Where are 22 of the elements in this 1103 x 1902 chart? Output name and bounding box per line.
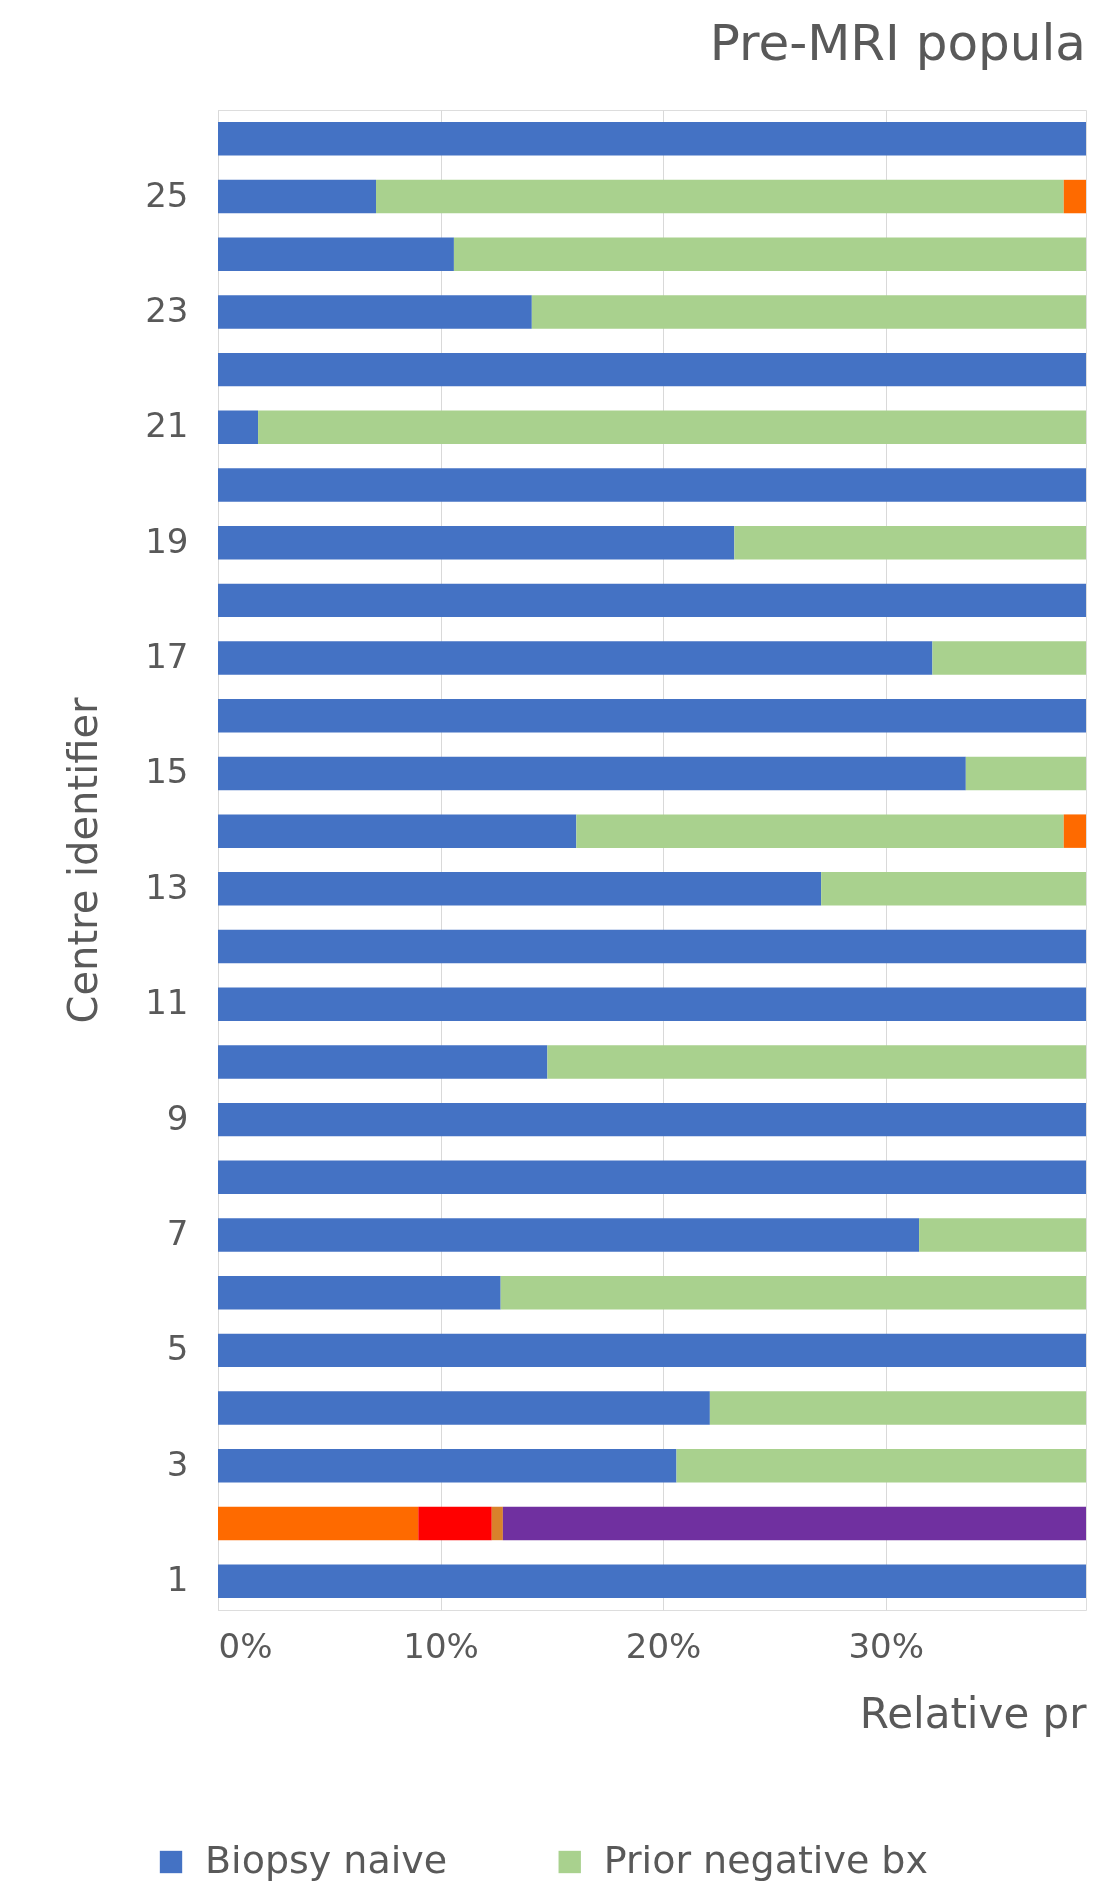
y-tick-label: 9 bbox=[166, 1097, 189, 1138]
y-tick-label: 11 bbox=[145, 982, 189, 1023]
legend-label: Prior negative bx bbox=[603, 1838, 928, 1882]
legend-label: Biopsy naive bbox=[205, 1838, 448, 1882]
y-axis-title: Centre identifier bbox=[60, 696, 107, 1024]
x-tick-label: 20% bbox=[625, 1625, 702, 1666]
y-tick-label: 15 bbox=[145, 751, 189, 792]
chart-title: Pre-MRI popula bbox=[709, 14, 1086, 72]
y-tick-label: 1 bbox=[166, 1559, 189, 1600]
y-tick-label: 7 bbox=[166, 1213, 189, 1253]
y-tick-label: 21 bbox=[145, 405, 189, 446]
y-tick-label: 3 bbox=[166, 1443, 189, 1484]
x-axis-title: Relative pr bbox=[859, 1688, 1088, 1738]
y-tick-label: 19 bbox=[145, 520, 189, 561]
y-tick-label: 23 bbox=[145, 289, 189, 330]
y-tick-label: 25 bbox=[145, 174, 189, 215]
x-tick-label: 30% bbox=[848, 1625, 924, 1666]
x-tick-label: 0% bbox=[218, 1625, 273, 1666]
y-tick-label: 17 bbox=[145, 636, 189, 677]
x-tick-label: 10% bbox=[403, 1625, 479, 1666]
y-tick-label: 5 bbox=[166, 1328, 189, 1369]
y-tick-label: 13 bbox=[145, 866, 189, 907]
